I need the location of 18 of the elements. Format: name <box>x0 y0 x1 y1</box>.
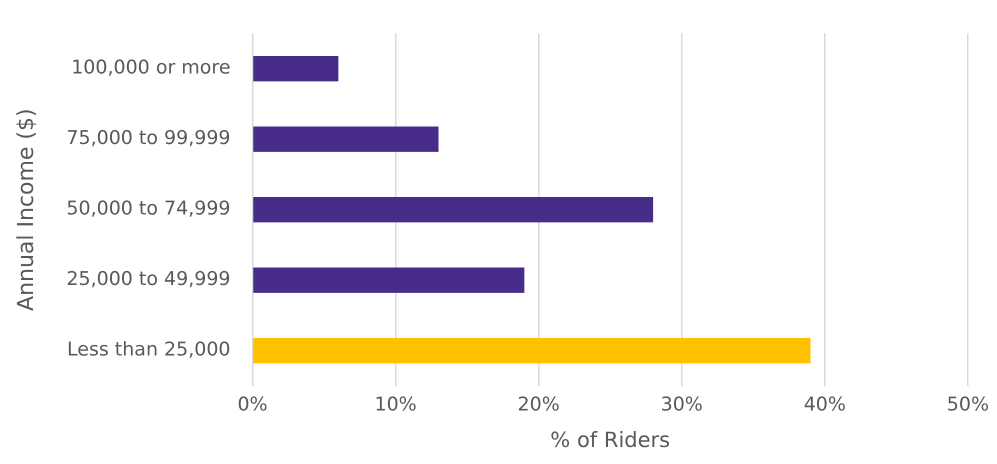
bar <box>253 268 524 293</box>
bar <box>253 197 654 222</box>
x-tick-label: 50% <box>946 393 989 416</box>
x-tick-label: 0% <box>237 393 268 416</box>
y-tick-label: Less than 25,000 <box>67 338 231 361</box>
bar <box>253 126 439 152</box>
x-tick-label: 10% <box>374 393 417 416</box>
x-tick-label: 20% <box>518 393 560 416</box>
y-tick-label: 75,000 to 99,999 <box>66 127 231 150</box>
x-tick-label: 40% <box>804 393 846 416</box>
y-tick-label: 100,000 or more <box>71 56 231 79</box>
bar <box>253 56 338 82</box>
bar <box>253 338 811 364</box>
y-tick-label: 25,000 to 49,999 <box>66 268 231 290</box>
y-tick-label: 50,000 to 74,999 <box>66 198 231 220</box>
y-axis-title: Annual Income ($) <box>14 108 39 311</box>
x-axis-title: % of Riders <box>550 428 670 452</box>
x-tick-label: 30% <box>660 393 703 416</box>
